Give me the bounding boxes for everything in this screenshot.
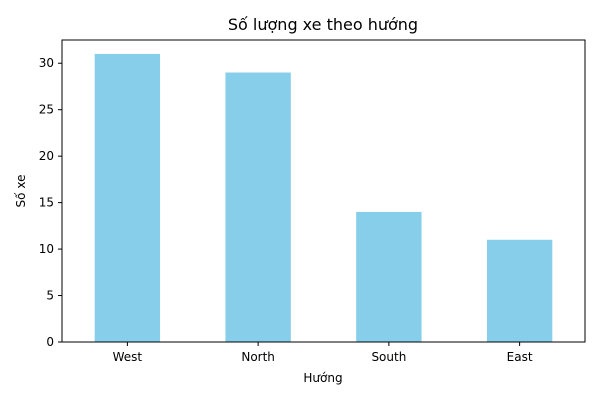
- x-axis: West North South East: [113, 342, 533, 364]
- x-tick-label-west: West: [113, 350, 143, 364]
- y-tick-label-0: 0: [46, 335, 54, 349]
- x-tick-label-east: East: [507, 350, 533, 364]
- bar-north: [225, 72, 291, 343]
- x-tick-label-north: North: [241, 350, 275, 364]
- y-tick-label-10: 10: [39, 242, 54, 256]
- y-tick-label-30: 30: [39, 56, 54, 70]
- x-axis-label: Hướng: [303, 371, 342, 385]
- x-tick-label-south: South: [371, 350, 406, 364]
- y-axis: 0 5 10 15 20 25 30: [39, 56, 62, 349]
- y-tick-label-5: 5: [46, 289, 54, 303]
- bars-group: [94, 53, 553, 343]
- bar-west: [94, 53, 161, 342]
- y-tick-label-15: 15: [39, 196, 54, 210]
- y-tick-label-25: 25: [39, 103, 54, 117]
- chart-title: Số lượng xe theo hướng: [228, 15, 418, 34]
- y-axis-label: Số xe: [14, 175, 28, 208]
- plot-frame: [61, 39, 586, 343]
- y-tick-label-20: 20: [39, 149, 54, 163]
- bar-east: [486, 239, 553, 342]
- bar-south: [356, 211, 422, 342]
